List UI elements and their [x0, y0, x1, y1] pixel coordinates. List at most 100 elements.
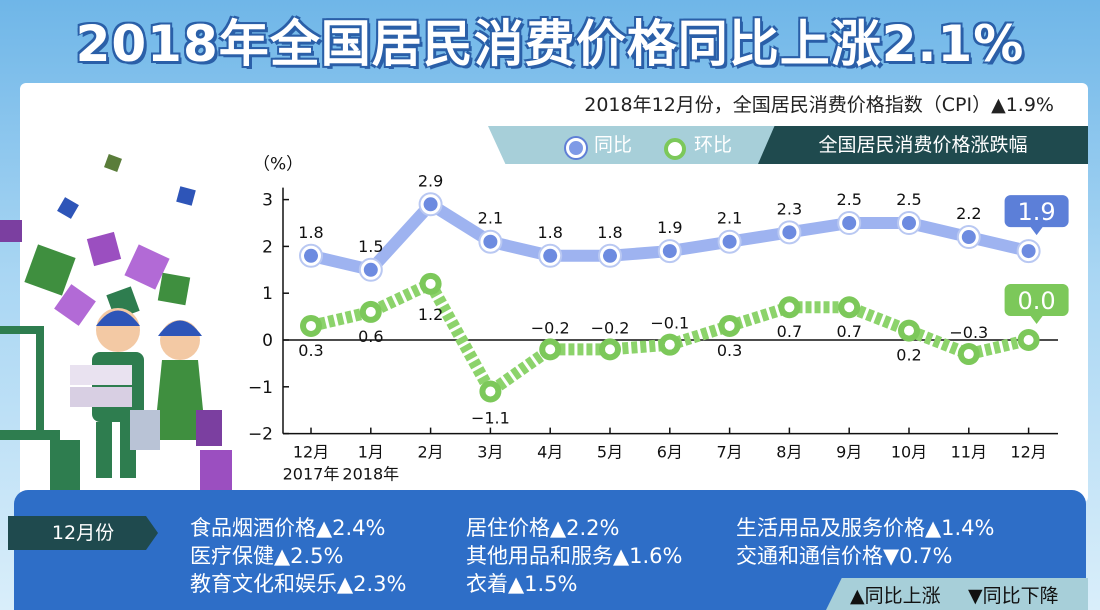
mom-data-label: 1.2 [418, 305, 443, 324]
legend-yoy-marker-icon [566, 138, 586, 158]
yoy-point [304, 248, 318, 263]
legend-mom-label: 环比 [694, 134, 733, 156]
month-tag: 12月份 [8, 516, 158, 550]
yoy-data-label: 1.9 [657, 218, 682, 237]
yoy-series [299, 192, 1041, 282]
mom-data-label: 0.0 [1018, 287, 1056, 315]
y-axis-unit-label: （%） [253, 155, 303, 175]
mom-point-center [365, 306, 376, 317]
yoy-point [423, 197, 438, 212]
mom-data-label: 0.3 [717, 341, 742, 360]
mom-point-center [724, 320, 735, 331]
yoy-data-label: 2.2 [956, 204, 981, 223]
x-tick-label: 3月 [477, 443, 503, 462]
legend-mom-marker-icon [664, 138, 686, 160]
mom-point-center [844, 302, 855, 313]
shopping-cart-icon [0, 326, 60, 440]
yoy-data-label: 2.9 [418, 171, 443, 190]
shoppers-icon [50, 308, 232, 490]
mom-point-center [605, 344, 615, 355]
mom-data-label: −0.2 [591, 318, 630, 337]
yoy-data-label: 2.5 [896, 190, 921, 209]
yoy-data-label: 1.8 [537, 223, 562, 242]
data-labels: 1.8 1.5 2.9 2.1 1.8 1.8 1.9 2.1 2.3 2.5 2.5 2.2 1.9 0… [298, 171, 1069, 427]
mom-data-label: 0.7 [836, 322, 861, 341]
x-tick-label: 12月 [1010, 443, 1046, 462]
category-transport: 交通和通信价格▼0.7% [736, 544, 953, 568]
category-clothing: 衣着▲1.5% [466, 572, 578, 596]
category-other-goods: 其他用品和服务▲1.6% [466, 544, 683, 568]
mom-point-center [1023, 335, 1034, 345]
mom-data-label: 0.2 [896, 346, 921, 365]
y-tick-label: 1 [262, 284, 273, 304]
yoy-callout-bubble [1004, 195, 1069, 236]
x-tick-label: 5月 [597, 443, 623, 462]
mom-point-center [485, 386, 496, 397]
yoy-point [662, 244, 677, 259]
mom-series [300, 272, 1040, 403]
x-tick-label: 9月 [836, 443, 862, 462]
x-tick-label: 8月 [776, 443, 802, 462]
yoy-data-label: 2.5 [836, 190, 861, 209]
note-down: ▼同比下降 [968, 585, 1059, 607]
y-tick-label: 2 [262, 237, 273, 257]
y-tick-label: 0 [262, 331, 273, 351]
yoy-data-label: 1.8 [597, 223, 622, 242]
chart-axes: （%） 3 2 1 0 −1 −2 12月 2017年 1月 2018年 2月 3月 4月 5月 6月 7月 8月… [248, 155, 1058, 484]
mom-data-label: −1.1 [471, 408, 510, 427]
mom-data-label: −0.1 [650, 314, 689, 333]
x-tick-label: 4月 [537, 443, 563, 462]
cpi-line-chart: （%） 3 2 1 0 −1 −2 12月 2017年 1月 2018年 2月 3月 4月 5月 6月 7月 8月… [248, 155, 1069, 484]
mom-point-center [545, 344, 556, 355]
legend-title: 全国居民消费价格涨跌幅 [758, 126, 1088, 164]
yoy-point [842, 216, 857, 230]
headline: 2018年全国居民消费价格同比上涨2.1% [75, 15, 1025, 73]
category-household: 生活用品及服务价格▲1.4% [736, 516, 995, 540]
legend-note-box [826, 578, 1088, 610]
yoy-point [363, 262, 378, 277]
mom-point-center [425, 278, 436, 289]
mom-point-center [904, 325, 914, 336]
x-tick-label: 12月 [293, 443, 329, 462]
yoy-point [603, 248, 617, 263]
yoy-point [902, 216, 916, 230]
legend-yoy-label: 同比 [594, 134, 633, 156]
x-tick-year-label: 2018年 [342, 465, 399, 484]
yoy-data-label: 1.8 [298, 223, 323, 242]
mom-data-label: 0.6 [358, 327, 383, 346]
x-tick-label: 10月 [891, 443, 927, 462]
mom-point-center [963, 349, 974, 360]
category-food: 食品烟酒价格▲2.4% [190, 516, 386, 540]
yoy-point [483, 234, 498, 249]
mom-data-label: −0.3 [949, 323, 988, 342]
x-tick-label: 1月 [358, 443, 384, 462]
category-education: 教育文化和娱乐▲2.3% [190, 572, 407, 596]
decoration-illustration [0, 154, 232, 490]
mom-data-label: 0.3 [298, 341, 323, 360]
yoy-data-label: 1.5 [358, 237, 383, 256]
yoy-point [1021, 244, 1036, 259]
x-tick-year-label: 2017年 [283, 465, 340, 484]
category-healthcare: 医疗保健▲2.5% [190, 544, 344, 568]
cpi-note: 2018年12月份，全国居民消费价格指数（CPI）▲1.9% [584, 94, 1054, 116]
yoy-point [782, 225, 797, 240]
yoy-point [722, 234, 737, 249]
yoy-data-label: 1.9 [1018, 198, 1056, 226]
y-tick-label: 3 [262, 191, 273, 211]
y-tick-label: −1 [248, 378, 273, 398]
category-housing: 居住价格▲2.2% [466, 516, 620, 540]
mom-point-center [664, 339, 675, 350]
y-tick-label: −2 [248, 425, 273, 445]
x-tick-label: 11月 [951, 443, 987, 462]
x-tick-label: 2月 [418, 443, 444, 462]
yoy-data-label: 2.1 [717, 209, 742, 228]
yoy-point [543, 248, 558, 263]
mom-data-label: 0.7 [777, 322, 802, 341]
mom-point-center [784, 302, 795, 313]
x-tick-label: 7月 [717, 443, 743, 462]
mom-callout-bubble [1004, 284, 1069, 324]
yoy-data-label: 2.1 [478, 209, 503, 228]
yoy-data-label: 2.3 [777, 199, 802, 218]
mom-point-center [306, 320, 316, 331]
mom-data-label: −0.2 [531, 318, 570, 337]
